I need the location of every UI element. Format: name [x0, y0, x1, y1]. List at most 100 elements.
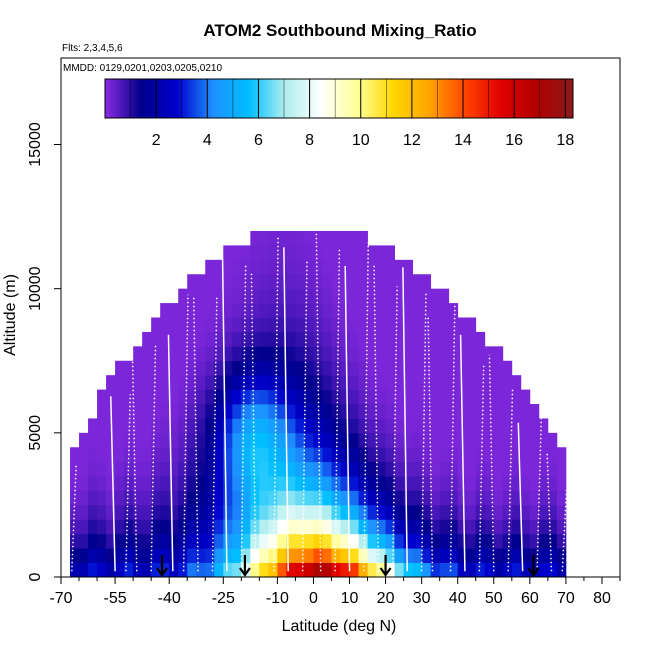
heatmap-cell: [151, 418, 161, 434]
heatmap-cell: [475, 375, 486, 390]
heatmap-cell: [304, 346, 314, 362]
heatmap-cell: [358, 461, 368, 477]
heatmap-cell: [259, 288, 269, 304]
heatmap-cell: [133, 461, 143, 477]
heatmap-cell: [241, 533, 251, 549]
heatmap-cell: [511, 519, 522, 535]
heatmap-cell: [367, 317, 377, 333]
heatmap-cell: [115, 519, 125, 535]
heatmap-cell: [556, 476, 567, 491]
heatmap-cell: [286, 562, 296, 577]
heatmap-cell: [403, 317, 414, 333]
heatmap-cell: [394, 562, 405, 577]
heatmap-cell: [322, 490, 332, 506]
heatmap-cell: [115, 476, 125, 491]
heatmap-cell: [430, 461, 441, 477]
heatmap-cell: [475, 432, 486, 448]
heatmap-cell: [511, 404, 522, 419]
heatmap-cell: [448, 476, 459, 491]
heatmap-cell: [214, 346, 224, 362]
x-tick-label: 50: [485, 590, 503, 607]
heatmap-cell: [88, 447, 98, 463]
heatmap-cell: [439, 331, 450, 347]
heatmap-cell: [268, 317, 278, 333]
heatmap-cell: [547, 504, 558, 520]
heatmap-cell: [286, 504, 296, 520]
heatmap-cell: [367, 490, 377, 506]
heatmap-cell: [556, 519, 567, 535]
heatmap-cell: [430, 533, 441, 549]
flight-profile-line: [459, 334, 466, 572]
heatmap-cell: [142, 519, 152, 535]
heatmap-cell: [376, 519, 386, 535]
heatmap-cell: [178, 447, 188, 463]
heatmap-cell: [385, 274, 395, 290]
flight-profile-line: [131, 350, 138, 572]
heatmap-cell: [394, 346, 405, 362]
heatmap-cell: [250, 404, 260, 419]
x-tick-label: 20: [377, 590, 395, 607]
heatmap-cell: [223, 533, 233, 549]
heatmap-cell: [358, 231, 368, 246]
heatmap-cell: [295, 562, 305, 577]
heatmap-cell: [376, 533, 386, 549]
heatmap-cell: [232, 404, 242, 419]
heatmap-cell: [538, 432, 549, 448]
heatmap-cell: [277, 447, 287, 463]
heatmap-cell: [403, 562, 414, 577]
heatmap-cell: [196, 548, 206, 563]
heatmap-cell: [349, 375, 359, 390]
heatmap-cell: [403, 504, 414, 520]
heatmap-cell: [430, 490, 441, 506]
heatmap-cell: [142, 360, 152, 376]
heatmap-cell: [421, 346, 432, 362]
plot-frame: [60, 57, 621, 578]
heatmap-cell: [367, 432, 377, 448]
heatmap-cell: [205, 317, 215, 333]
heatmap-cell: [421, 389, 432, 405]
x-tick-label: -70: [49, 590, 72, 607]
heatmap-cell: [106, 432, 116, 448]
heatmap-cell: [232, 418, 242, 434]
heatmap-cell: [277, 490, 287, 506]
heatmap-cell: [277, 389, 287, 405]
heatmap-cell: [115, 461, 125, 477]
heatmap-cell: [142, 432, 152, 448]
flights-subtitle: Flts: 2,3,4,5,6: [62, 43, 123, 54]
heatmap-cell: [367, 418, 377, 434]
y-tick-label: 0: [27, 572, 44, 581]
heatmap-cell: [79, 533, 89, 549]
heatmap-cell: [403, 375, 414, 390]
heatmap-cell: [376, 303, 386, 318]
heatmap-cell: [547, 476, 558, 491]
heatmap-cell: [223, 360, 233, 376]
heatmap-cell: [259, 259, 269, 275]
heatmap-cell: [412, 288, 423, 304]
heatmap-cell: [502, 360, 513, 376]
heatmap-cell: [196, 303, 206, 318]
heatmap-cell: [439, 548, 450, 563]
heatmap-cell: [70, 548, 80, 563]
heatmap-cell: [349, 231, 359, 246]
heatmap-cell: [124, 548, 134, 563]
heatmap-cell: [412, 533, 423, 549]
heatmap-cell: [97, 432, 107, 448]
flight-profiles: [71, 231, 568, 572]
heatmap-cell: [88, 562, 98, 577]
heatmap-cell: [214, 404, 224, 419]
heatmap-cell: [142, 331, 152, 347]
heatmap-cell: [277, 303, 287, 318]
heatmap-cell: [394, 288, 405, 304]
heatmap-cell: [385, 360, 395, 376]
heatmap-cell: [241, 389, 251, 405]
y-axis-label: Altitude (m): [2, 274, 19, 356]
heatmap-cell: [142, 490, 152, 506]
x-tick-label: 30: [413, 590, 431, 607]
heatmap-cell: [232, 447, 242, 463]
heatmap-cell: [502, 476, 513, 491]
x-tick-label: -55: [104, 590, 127, 607]
heatmap-cell: [250, 548, 260, 563]
heatmap-cell: [259, 245, 269, 261]
heatmap-cell: [88, 461, 98, 477]
heatmap-cell: [232, 461, 242, 477]
